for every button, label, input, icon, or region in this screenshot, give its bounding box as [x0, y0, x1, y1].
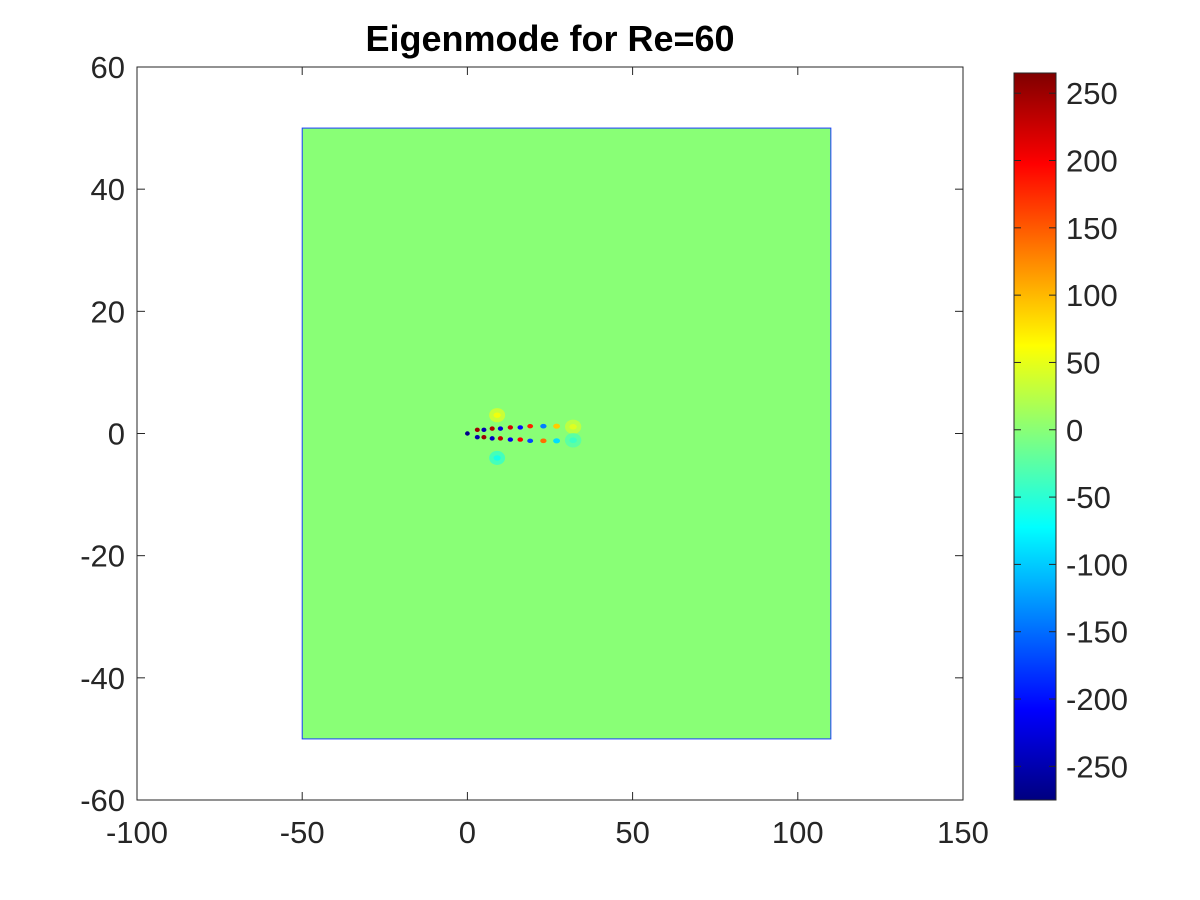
y-tick-label-2: -20: [80, 539, 125, 574]
field-feature-8: [507, 425, 514, 430]
field-feature-10: [517, 425, 524, 430]
y-tick-label-5: 40: [91, 172, 125, 207]
field-feature-7: [497, 436, 504, 441]
field-feature-3: [481, 434, 487, 440]
axis-ticks: [136, 66, 964, 801]
field-feature-6: [497, 426, 504, 431]
field-feature-15: [540, 438, 547, 444]
colorbar-tick-label-3: -100: [1066, 547, 1128, 582]
field-feature-4: [489, 426, 495, 431]
y-axis-tick-labels: -60 -40 -20 0 20 40 60: [80, 50, 125, 818]
colorbar-tick-labels: -250 -200 -150 -100 -50 0 50 100 150 200 250: [1066, 76, 1128, 784]
y-tick-label-4: 20: [91, 294, 125, 329]
colorbar-tick-label-1: -200: [1066, 682, 1128, 717]
colorbar-bar: [1013, 72, 1057, 801]
colorbar-tick-label-5: 0: [1066, 413, 1083, 448]
x-tick-label-1: -50: [280, 815, 325, 850]
colorbar-tick-label-0: -250: [1066, 749, 1128, 784]
x-tick-label-2: 0: [459, 815, 476, 850]
colorbar-tick-label-9: 200: [1066, 144, 1118, 179]
field-feature-19: [569, 437, 577, 444]
field-feature-0: [474, 427, 480, 433]
y-tick-label-1: -40: [80, 661, 125, 696]
x-tick-label-4: 100: [772, 815, 824, 850]
field-feature-5: [489, 436, 495, 441]
y-tick-label-3: 0: [108, 417, 125, 452]
chart-title: Eigenmode for Re=60: [365, 18, 734, 59]
colorbar-tick-label-6: 50: [1066, 345, 1100, 380]
colorbar-tick-label-4: -50: [1066, 480, 1111, 515]
field-feature-1: [474, 434, 480, 440]
field-feature-13: [527, 438, 534, 444]
field-feature-2: [481, 427, 487, 433]
field-feature-20: [493, 412, 501, 418]
x-tick-label-0: -100: [106, 815, 168, 850]
field-feature-21: [493, 455, 501, 461]
colorbar-tick-label-2: -150: [1066, 615, 1128, 650]
field-feature-14: [540, 423, 547, 429]
field-feature-16: [553, 423, 561, 429]
field-feature-22: [465, 431, 470, 436]
y-tick-label-6: 60: [91, 50, 125, 85]
field-feature-17: [553, 438, 561, 444]
field-feature-18: [569, 424, 577, 430]
y-tick-label-0: -60: [80, 783, 125, 818]
field-feature-11: [517, 437, 524, 442]
x-axis-tick-labels: -100 -50 0 50 100 150: [106, 815, 989, 850]
field-layer: [301, 127, 832, 740]
field-domain: [301, 127, 832, 740]
colorbar-tick-label-8: 150: [1066, 211, 1118, 246]
colorbar-tick-label-7: 100: [1066, 278, 1118, 313]
x-tick-label-3: 50: [615, 815, 649, 850]
field-feature-9: [507, 437, 514, 442]
colorbar: -250 -200 -150 -100 -50 0 50 100 150 200 250: [1013, 72, 1128, 801]
colorbar-tick-label-10: 250: [1066, 76, 1118, 111]
x-tick-label-5: 150: [937, 815, 989, 850]
colorbar-ticks: [1014, 92, 1056, 767]
field-feature-12: [527, 423, 534, 429]
